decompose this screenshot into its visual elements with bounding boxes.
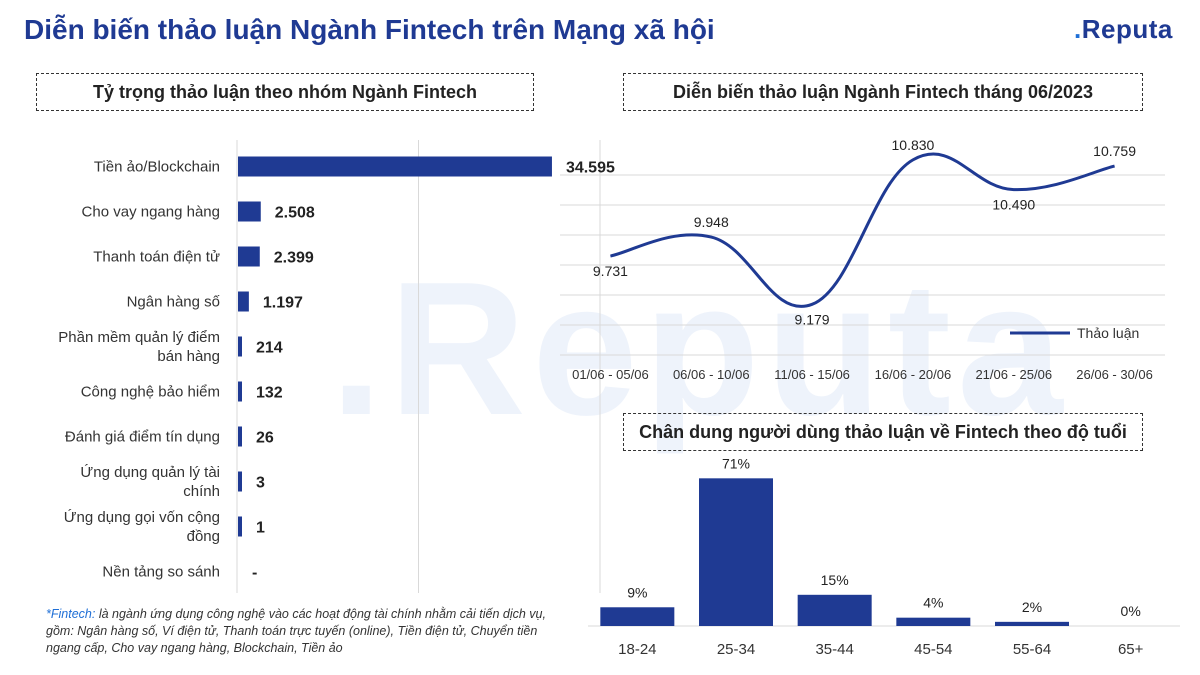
bar (238, 516, 242, 537)
value-label: - (252, 565, 257, 582)
x-tick-label: 35-44 (815, 641, 853, 658)
watermark: .Reputa (330, 243, 1069, 455)
data-label: 10.490 (992, 197, 1035, 213)
value-label: 3 (256, 475, 265, 492)
bar (699, 478, 773, 626)
category-label: Tiền ảo/Blockchain (94, 159, 220, 176)
x-tick-label: 65+ (1118, 641, 1144, 658)
bar (238, 246, 260, 267)
bar (238, 156, 552, 177)
bar (600, 607, 675, 626)
x-tick-label: 06/06 - 10/06 (673, 367, 750, 382)
value-label: 214 (256, 340, 283, 357)
bar (995, 621, 1069, 626)
x-tick-label: 55-64 (1013, 641, 1051, 658)
bar (797, 594, 872, 626)
value-label: 2.508 (275, 205, 315, 222)
value-label: 0% (1121, 603, 1141, 619)
data-label: 9.948 (694, 214, 729, 230)
category-label: Ứng dụng quản lý tài chính (80, 464, 220, 500)
bar (238, 201, 261, 222)
logo-text: Reputa (1081, 14, 1173, 44)
data-label: 10.759 (1093, 143, 1136, 159)
x-tick-label: 26/06 - 30/06 (1076, 367, 1153, 382)
x-tick-label: 21/06 - 25/06 (975, 367, 1052, 382)
category-label: Đánh giá điểm tín dụng (65, 429, 220, 446)
page-title: Diễn biến thảo luận Ngành Fintech trên M… (24, 14, 715, 45)
x-tick-label: 25-34 (717, 641, 755, 658)
value-label: 9% (627, 584, 647, 600)
footnote-text: là ngành ứng dụng công nghệ vào các hoạt… (46, 607, 546, 655)
value-label: 34.595 (566, 160, 615, 177)
data-label: 9.731 (593, 263, 628, 279)
logo-dot-icon: . (1074, 14, 1082, 44)
footnote-label: *Fintech: (46, 607, 96, 621)
category-label: Phần mềm quản lý điểm bán hàng (58, 329, 220, 365)
x-tick-label: 18-24 (618, 641, 656, 658)
bar (238, 291, 249, 312)
bar (238, 426, 242, 447)
trend-line (610, 152, 1115, 308)
category-label: Ứng dụng gọi vốn cộng đồng (64, 509, 220, 545)
value-label: 26 (256, 430, 274, 447)
x-tick-label: 01/06 - 05/06 (572, 367, 649, 382)
legend-label: Thảo luận (1077, 325, 1139, 341)
age-portrait-title: Chân dung người dùng thảo luận về Fintec… (623, 413, 1143, 451)
value-label: 2.399 (274, 250, 314, 267)
value-label: 4% (923, 595, 943, 611)
fintech-groups-title: Tỷ trọng thảo luận theo nhóm Ngành Finte… (36, 73, 534, 111)
x-tick-label: 16/06 - 20/06 (875, 367, 952, 382)
category-label: Cho vay ngang hàng (82, 204, 220, 221)
x-tick-label: 45-54 (914, 641, 952, 658)
data-label: 10.830 (892, 137, 935, 153)
category-label: Công nghệ bảo hiểm (81, 384, 220, 401)
bar (238, 471, 242, 492)
fintech-footnote: *Fintech: là ngành ứng dụng công nghệ và… (46, 606, 566, 657)
value-label: 132 (256, 385, 283, 402)
value-label: 1.197 (263, 295, 303, 312)
value-label: 15% (821, 572, 849, 588)
category-label: Nền tảng so sánh (102, 564, 220, 581)
category-label: Thanh toán điện tử (93, 249, 220, 266)
monthly-trend-title: Diễn biến thảo luận Ngành Fintech tháng … (623, 73, 1143, 111)
value-label: 71% (722, 455, 750, 471)
bar (238, 336, 242, 357)
category-label: Ngân hàng số (127, 294, 221, 311)
bar (896, 617, 971, 626)
x-tick-label: 11/06 - 15/06 (774, 367, 850, 382)
bar (238, 381, 242, 402)
value-label: 2% (1022, 599, 1042, 615)
value-label: 1 (256, 520, 265, 537)
reputa-logo: .Reputa (1074, 14, 1173, 45)
data-label: 9.179 (795, 311, 830, 327)
